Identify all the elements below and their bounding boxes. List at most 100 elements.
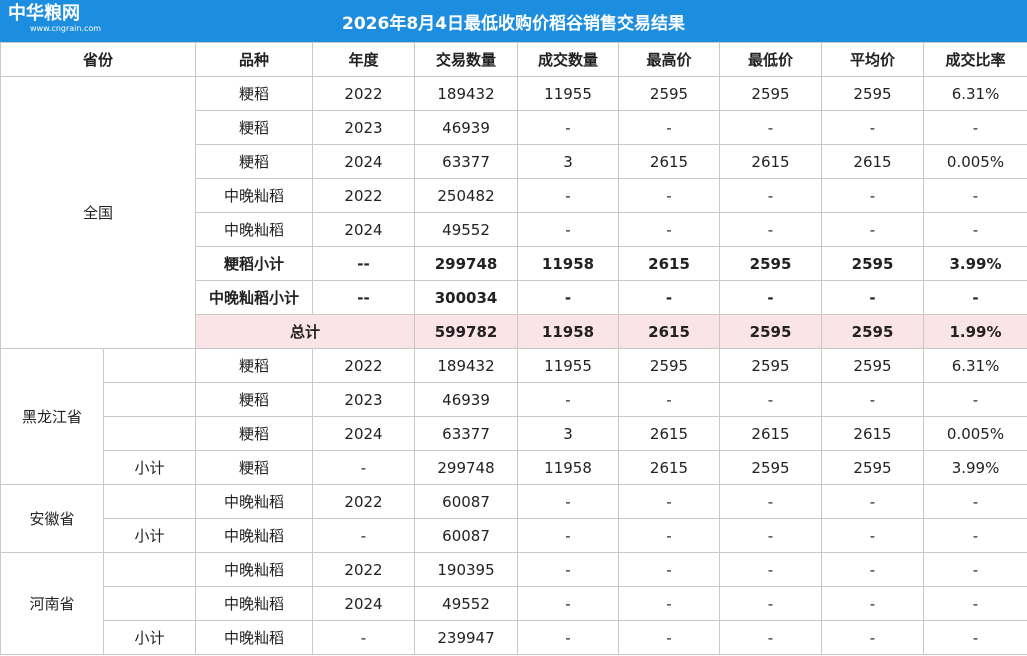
header-cell: 交易数量: [414, 42, 519, 77]
cell: -: [312, 620, 416, 655]
cell: 299748: [414, 450, 519, 485]
cell: -: [719, 110, 823, 145]
cell: 中晚籼稻: [195, 586, 314, 621]
cell: -: [618, 620, 721, 655]
cell: 239947: [414, 620, 519, 655]
cell: 粳稻小计: [195, 246, 314, 281]
cell: -: [923, 110, 1027, 145]
cell: 中晚籼稻: [195, 620, 314, 655]
cell: 粳稻: [195, 76, 314, 111]
cell: 2615: [821, 144, 925, 179]
cell: 2595: [719, 450, 823, 485]
cell: -: [312, 518, 416, 553]
cell: 粳稻: [195, 110, 314, 145]
cell: -: [517, 280, 620, 315]
cell: -: [719, 620, 823, 655]
cell: 11958: [517, 314, 620, 349]
cell: -: [517, 110, 620, 145]
cell: 2615: [618, 246, 721, 281]
cell: -: [618, 212, 721, 247]
cell: 1.99%: [923, 314, 1027, 349]
cell: -: [517, 518, 620, 553]
cell: -: [923, 212, 1027, 247]
cell: -: [719, 178, 823, 213]
cell: -: [719, 382, 823, 417]
cell: 小计: [102, 518, 197, 553]
cell: 2595: [821, 246, 925, 281]
cell: -: [618, 484, 721, 519]
cell: -: [618, 280, 721, 315]
table-row: 总计 599782 11958 2615 2595 2595 1.99%: [1, 314, 1027, 349]
cell: 中晚籼稻小计: [195, 280, 314, 315]
cell: 63377: [414, 416, 519, 451]
cell: -: [923, 382, 1027, 417]
table-row: 小计 中晚籼稻 -239947- - - - -: [1, 620, 1027, 655]
cell: 2022: [312, 348, 416, 383]
header-cell: 成交比率: [923, 42, 1027, 77]
cell: --: [312, 246, 416, 281]
province-cell: 安徽省: [0, 484, 104, 553]
cell: -: [719, 484, 823, 519]
cell: 2615: [618, 416, 721, 451]
cell: 2024: [312, 212, 416, 247]
cell: 中晚籼稻: [195, 518, 314, 553]
cell: -: [618, 552, 721, 587]
cell: 粳稻: [195, 450, 314, 485]
table-row: 小计 粳稻 -299748 11958 2615 2595 2595 3.99%: [1, 450, 1027, 485]
cell: -: [517, 484, 620, 519]
cell: 2022: [312, 178, 416, 213]
cell: 0.005%: [923, 416, 1027, 451]
cell: -: [923, 178, 1027, 213]
cell: -: [719, 586, 823, 621]
table-row: 全国 粳稻 2022 189432 11955 2595 2595 2595 6.31%: [0, 76, 1027, 349]
header-row: 省份 品种 年度 交易数量 成交数量 最高价 最低价 平均价 成交比率: [0, 42, 1027, 77]
cell: 2022: [312, 552, 416, 587]
cell: 2615: [618, 144, 721, 179]
table-row: 河南省 中晚籼稻 2022 190395- - - - -: [0, 552, 1027, 655]
cell: -: [923, 484, 1027, 519]
title: 2026年8月4日最低收购价稻谷销售交易结果: [342, 13, 685, 34]
cell: 2023: [312, 382, 416, 417]
cell: -: [719, 212, 823, 247]
cell: 6.31%: [923, 348, 1027, 383]
cell: 小计: [102, 620, 197, 655]
cell: -: [821, 484, 925, 519]
cell: -: [517, 586, 620, 621]
cell: 中晚籼稻: [195, 552, 314, 587]
cell: 中晚籼稻: [195, 484, 314, 519]
cell: 46939: [414, 110, 519, 145]
cell: [102, 484, 197, 519]
table-row: 中晚籼稻 2024 49552- - - - -: [1, 586, 1027, 621]
cell: 11955: [517, 76, 620, 111]
cell: 189432: [414, 348, 519, 383]
cell: -: [821, 518, 925, 553]
cell: -: [618, 110, 721, 145]
cell: 49552: [414, 586, 519, 621]
table-row: 中晚籼稻 2024 49552- - - - -: [1, 212, 1027, 247]
table-body: 全国 粳稻 2022 189432 11955 2595 2595 2595 6.31% 粳稻 20…: [0, 76, 1027, 655]
cell: 189432: [414, 76, 519, 111]
cell: 60087: [414, 484, 519, 519]
cell: -: [923, 280, 1027, 315]
header-cell: 品种: [195, 42, 314, 77]
cell: 11958: [517, 246, 620, 281]
cell: 2024: [312, 144, 416, 179]
cell: 3.99%: [923, 246, 1027, 281]
cell: 小计: [102, 450, 197, 485]
cell: 粳稻: [195, 144, 314, 179]
cell: 2595: [821, 450, 925, 485]
cell: -: [821, 280, 925, 315]
header-cell: 成交数量: [517, 42, 620, 77]
cell: -: [618, 586, 721, 621]
cell: 3: [517, 416, 620, 451]
cell: 300034: [414, 280, 519, 315]
logo-text: 中华粮网: [8, 3, 80, 24]
cell: 599782: [414, 314, 519, 349]
logo-url: www.cngrain.com: [30, 24, 102, 33]
header-cell: 省份: [0, 42, 197, 77]
cell: --: [312, 280, 416, 315]
cell: -: [821, 178, 925, 213]
table-row: 粳稻 2023 46939- - - - -: [1, 382, 1027, 417]
cell: [102, 382, 197, 417]
